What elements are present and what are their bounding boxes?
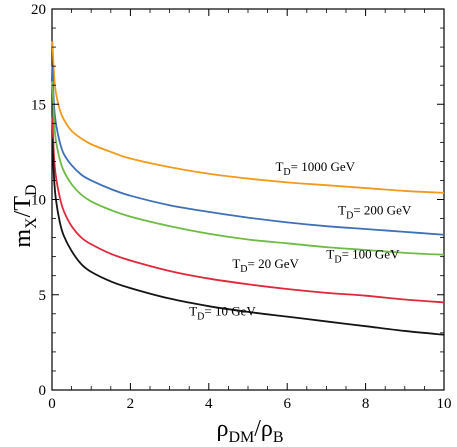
x-axis-title-sub2: B — [273, 429, 284, 446]
x-tick-label: 8 — [362, 396, 370, 412]
x-tick-label: 10 — [437, 396, 452, 412]
series-label-4: TD= 10 GeV — [189, 304, 256, 323]
plot-frame — [51, 8, 445, 391]
x-axis-title: ρDM/ρB — [216, 416, 283, 446]
series-line-1 — [51, 66, 445, 236]
series-line-4 — [51, 138, 445, 336]
y-axis-title-sub1: X — [23, 217, 40, 229]
series-line-3 — [51, 117, 445, 304]
x-tick-label: 2 — [127, 396, 135, 412]
series-label-3: TD= 20 GeV — [232, 256, 299, 275]
y-tick-label: 5 — [39, 288, 47, 304]
x-tick-label: 6 — [283, 396, 291, 412]
y-tick-label: 10 — [31, 193, 46, 209]
series-label-1: TD= 200 GeV — [338, 203, 412, 222]
x-tick-label: 4 — [205, 396, 213, 412]
y-axis-title-sub2: D — [23, 184, 40, 196]
x-axis-title-sub1: DM — [228, 429, 254, 446]
y-tick-label: 15 — [31, 97, 46, 113]
y-tick-label: 0 — [39, 383, 47, 399]
series-line-0 — [51, 41, 445, 194]
series-label-0: TD= 1000 GeV — [275, 159, 355, 178]
tick-layer: 0 2 4 6 8 10 0 5 10 15 20 — [31, 2, 452, 412]
series-label-2: TD= 100 GeV — [326, 247, 400, 266]
plot-area — [51, 8, 445, 391]
x-tick-label: 0 — [48, 396, 56, 412]
x-axis-title-slash: /ρ — [254, 416, 273, 442]
x-axis-title-main: ρ — [216, 416, 228, 442]
y-tick-label: 20 — [31, 2, 46, 18]
series-layer — [51, 41, 445, 336]
y-axis-title: mX/TD — [10, 184, 40, 247]
y-axis-title-main: m — [10, 229, 36, 248]
series-line-2 — [51, 81, 445, 256]
y-axis-title-slash: /T — [10, 196, 36, 218]
annotation-layer: TD= 1000 GeV TD= 200 GeV TD= 100 GeV TD= 20… — [189, 159, 412, 323]
